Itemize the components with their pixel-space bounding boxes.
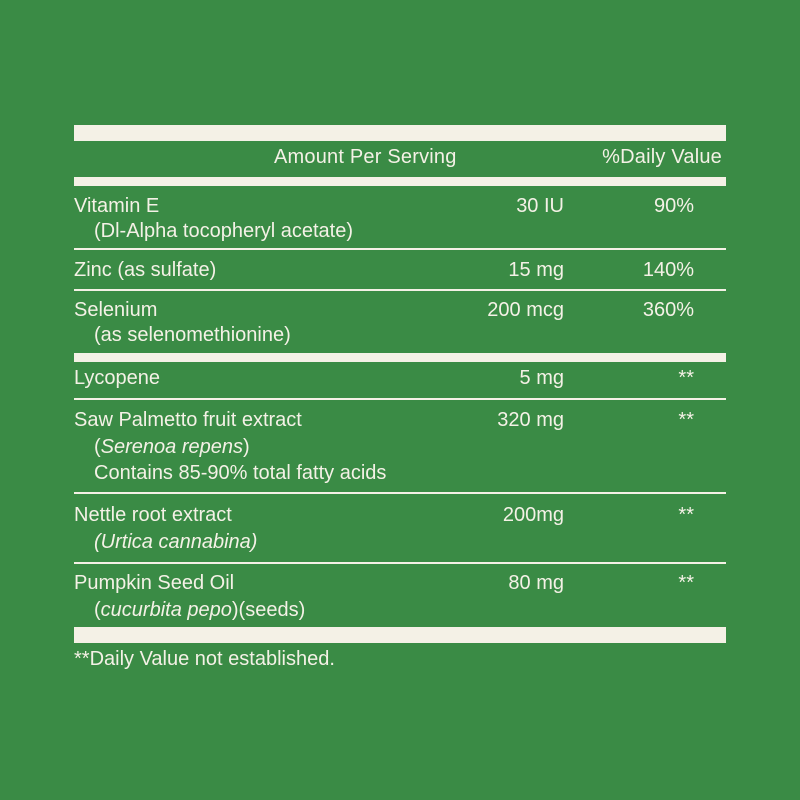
latin-name: Urtica cannabina [100, 531, 251, 553]
nutrient-name: Zinc (as sulfate) [74, 259, 217, 281]
nutrient-amount: 200 mcg [487, 299, 564, 321]
nutrient-name: Pumpkin Seed Oil [74, 572, 235, 594]
nutrient-amount: 200mg [502, 504, 564, 526]
nutrient-row-lycopene: Lycopene 5 mg ** [74, 365, 726, 395]
nutrient-amount: 30 IU [516, 195, 564, 217]
paren-open: ( [94, 436, 101, 458]
nutrient-row-pumpkin-seed-oil: Pumpkin Seed Oil (cucurbita pepo)(seeds)… [74, 570, 726, 626]
nutrient-row-nettle: Nettle root extract (Urtica cannabina) 2… [74, 502, 726, 558]
nutrient-name: Saw Palmetto fruit extract [74, 409, 302, 431]
part-used: )(seeds) [231, 599, 306, 621]
nutrient-source: (Dl-Alpha tocopheryl acetate) [94, 220, 354, 242]
latin-name: cucurbita pepo [100, 599, 232, 621]
row-divider [74, 248, 726, 250]
nutrient-daily-value: 90% [653, 195, 694, 217]
nutrient-name: Nettle root extract [74, 504, 232, 526]
nutrient-source: (Serenoa repens) [94, 434, 250, 460]
nutrient-source: (Urtica cannabina) [94, 531, 258, 553]
section-bar [74, 353, 726, 362]
nutrient-daily-value: ** [678, 572, 694, 594]
nutrient-daily-value: ** [678, 367, 694, 389]
nutrient-daily-value: ** [678, 504, 694, 526]
nutrient-name: Lycopene [74, 367, 160, 389]
paren-close: ) [243, 436, 250, 458]
row-divider [74, 562, 726, 564]
row-divider [74, 398, 726, 400]
amount-per-serving-header: Amount Per Serving [274, 146, 457, 168]
bottom-bar [74, 627, 726, 643]
row-divider [74, 289, 726, 291]
nutrient-amount: 80 mg [508, 572, 564, 594]
nutrient-note: Contains 85-90% total fatty acids [94, 462, 387, 484]
nutrient-name: Vitamin E [74, 195, 160, 217]
nutrient-daily-value: 140% [642, 259, 694, 281]
top-bar [74, 125, 726, 141]
nutrient-row-selenium: Selenium (as selenomethionine) 200 mcg 3… [74, 297, 726, 353]
nutrient-row-vitamin-e: Vitamin E (Dl-Alpha tocopheryl acetate) … [74, 193, 726, 249]
daily-value-header: %Daily Value [602, 146, 722, 168]
nutrient-amount: 15 mg [508, 259, 564, 281]
nutrient-daily-value: ** [678, 409, 694, 431]
footnote: **Daily Value not established. [74, 648, 335, 670]
nutrient-amount: 320 mg [497, 409, 564, 431]
nutrient-amount: 5 mg [519, 367, 564, 389]
nutrient-row-zinc: Zinc (as sulfate) 15 mg 140% [74, 257, 726, 287]
nutrient-source: (as selenomethionine) [94, 324, 291, 346]
nutrient-daily-value: 360% [642, 299, 694, 321]
latin-name: Serenoa repens [100, 436, 243, 458]
row-divider [74, 492, 726, 494]
nutrient-name: Selenium [74, 299, 158, 321]
nutrient-source: (cucurbita pepo)(seeds) [94, 599, 306, 621]
nutrient-row-saw-palmetto: Saw Palmetto fruit extract (Serenoa repe… [74, 407, 726, 489]
header-bar [74, 177, 726, 186]
